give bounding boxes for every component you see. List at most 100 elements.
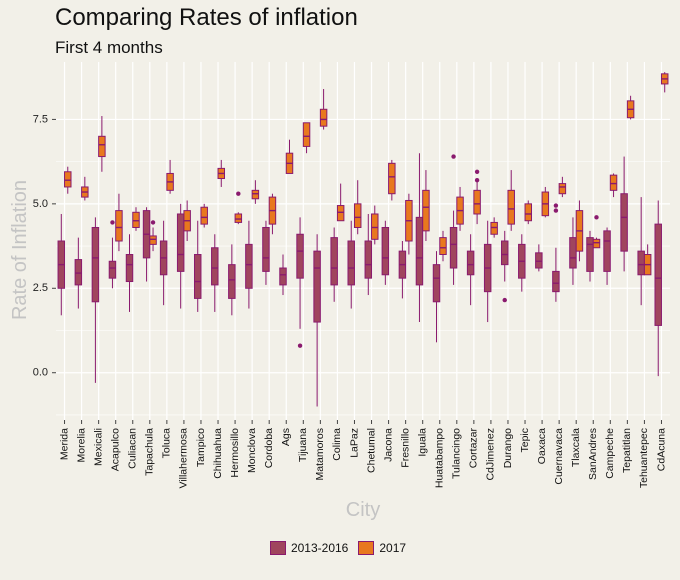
box-2017 <box>388 162 396 195</box>
city-box-group-tlaxcala <box>569 200 584 285</box>
x-tick-label: Colima <box>331 428 343 461</box>
box-2013-2016 <box>432 264 441 303</box>
x-tick-label: Huatabampo <box>434 428 446 488</box>
box-2013-2016 <box>620 193 628 252</box>
outlier-point <box>236 191 241 196</box>
x-tick-label: Tampico <box>195 428 207 467</box>
city-box-group-cdacuna <box>654 72 669 377</box>
city-box-group-campeche <box>603 173 618 285</box>
legend-item-2013-2016[interactable]: 2013-2016 <box>269 541 349 555</box>
outlier-point <box>451 154 456 159</box>
box-2013-2016 <box>193 254 202 299</box>
city-box-group-monclova <box>245 180 260 309</box>
x-tick-label: Morelia <box>75 428 87 463</box>
box-2013-2016 <box>91 226 100 303</box>
box-2013-2016 <box>125 254 134 283</box>
city-box-group-tijuana <box>296 122 311 348</box>
city-box-group-chihuahua <box>211 159 226 312</box>
x-axis-label: City <box>346 499 380 521</box>
city-box-group-villahermosa <box>176 200 191 309</box>
city-box-group-cdjimenez <box>483 217 498 323</box>
box-2013-2016 <box>415 216 424 286</box>
x-tick-label: Iguala <box>416 428 428 457</box>
box-2013-2016 <box>552 270 560 293</box>
x-tick-label: Fresnillo <box>399 428 411 468</box>
box-2017 <box>422 189 430 232</box>
box-2017 <box>132 211 140 228</box>
box-2017 <box>98 135 106 158</box>
legend-item-2017[interactable]: 2017 <box>358 541 406 555</box>
city-box-group-tepatitlan <box>620 95 635 272</box>
city-box-group-tehuantepec <box>637 197 652 306</box>
box-2017 <box>234 213 243 223</box>
grid-layer <box>56 62 670 420</box>
box-2013-2016 <box>228 264 236 299</box>
x-tick-label: Tlaxcala <box>570 428 582 467</box>
city-box-group-colima <box>330 183 345 302</box>
x-tick-label: Cortazar <box>468 428 480 469</box>
box-2013-2016 <box>364 240 373 279</box>
city-box-group-fresnillo <box>398 193 413 299</box>
box-2017 <box>319 108 328 127</box>
box-2017 <box>473 189 481 215</box>
city-box-group-matamoros <box>313 89 328 407</box>
box-2013-2016 <box>603 230 611 272</box>
city-box-group-huatabampo <box>432 230 447 343</box>
city-box-group-cortazar <box>466 169 481 306</box>
x-tick-label: Ags <box>280 428 292 446</box>
outlier-point <box>502 297 507 303</box>
city-box-group-toluca <box>159 159 174 306</box>
box-2013-2016 <box>108 260 117 279</box>
boxes-layer <box>57 72 669 407</box>
outlier-point <box>553 203 559 208</box>
city-box-group-mexicali <box>91 116 106 383</box>
box-2013-2016 <box>637 250 645 276</box>
box-2013-2016 <box>74 259 83 286</box>
x-tick-label: Tepatitlan <box>621 428 633 473</box>
x-tick-label: Tepic <box>519 428 531 453</box>
box-2013-2016 <box>449 226 458 269</box>
city-box-group-jacona <box>381 159 396 285</box>
outlier-point <box>594 215 599 220</box>
city-box-group-morelia <box>74 176 89 309</box>
city-box-group-chetumal <box>364 205 379 296</box>
x-tick-label: Tapachula <box>144 428 156 476</box>
x-tick-label: Mexicali <box>92 428 104 466</box>
box-2013-2016 <box>466 250 475 276</box>
city-box-group-tampico <box>193 203 208 312</box>
box-2013-2016 <box>586 237 594 272</box>
box-2017 <box>115 210 123 242</box>
city-box-group-acapulco <box>108 193 123 289</box>
axes-layer: Merida Morelia Mexicali Acapulco Culiacan Tap… <box>33 113 668 488</box>
box-2017 <box>558 183 567 195</box>
x-tick-label: Cordoba <box>263 428 275 468</box>
box-2017 <box>200 206 208 225</box>
city-box-group-tulancingo <box>449 154 464 285</box>
chart-subtitle: First 4 months <box>55 38 163 57</box>
box-2017 <box>439 237 447 256</box>
city-box-group-sanandres <box>586 215 601 282</box>
box-2013-2016 <box>500 240 509 266</box>
box-2017 <box>149 235 157 245</box>
x-tick-label: Tehuantepec <box>638 428 650 488</box>
city-box-group-tapachula <box>142 207 157 282</box>
box-2017 <box>490 221 498 235</box>
x-tick-label: Matamoros <box>314 428 326 481</box>
x-tick-label: LaPaz <box>348 428 360 458</box>
x-tick-label: Durango <box>502 428 514 468</box>
box-2017 <box>507 189 515 225</box>
city-box-group-merida <box>57 166 72 316</box>
box-2013-2016 <box>569 237 577 269</box>
x-tick-label: Tulancingo <box>451 428 463 479</box>
box-2013-2016 <box>535 252 543 269</box>
x-tick-label: Monclova <box>246 428 258 473</box>
y-tick-label: 0.0 <box>33 367 48 379</box>
outlier-point <box>553 208 559 213</box>
outlier-point <box>110 220 115 225</box>
x-tick-label: Villahermosa <box>178 428 190 489</box>
x-tick-label: Tijuana <box>297 428 309 462</box>
legend-label: 2013-2016 <box>290 541 349 555</box>
box-2013-2016 <box>211 247 219 286</box>
x-tick-label: Merida <box>58 428 70 460</box>
